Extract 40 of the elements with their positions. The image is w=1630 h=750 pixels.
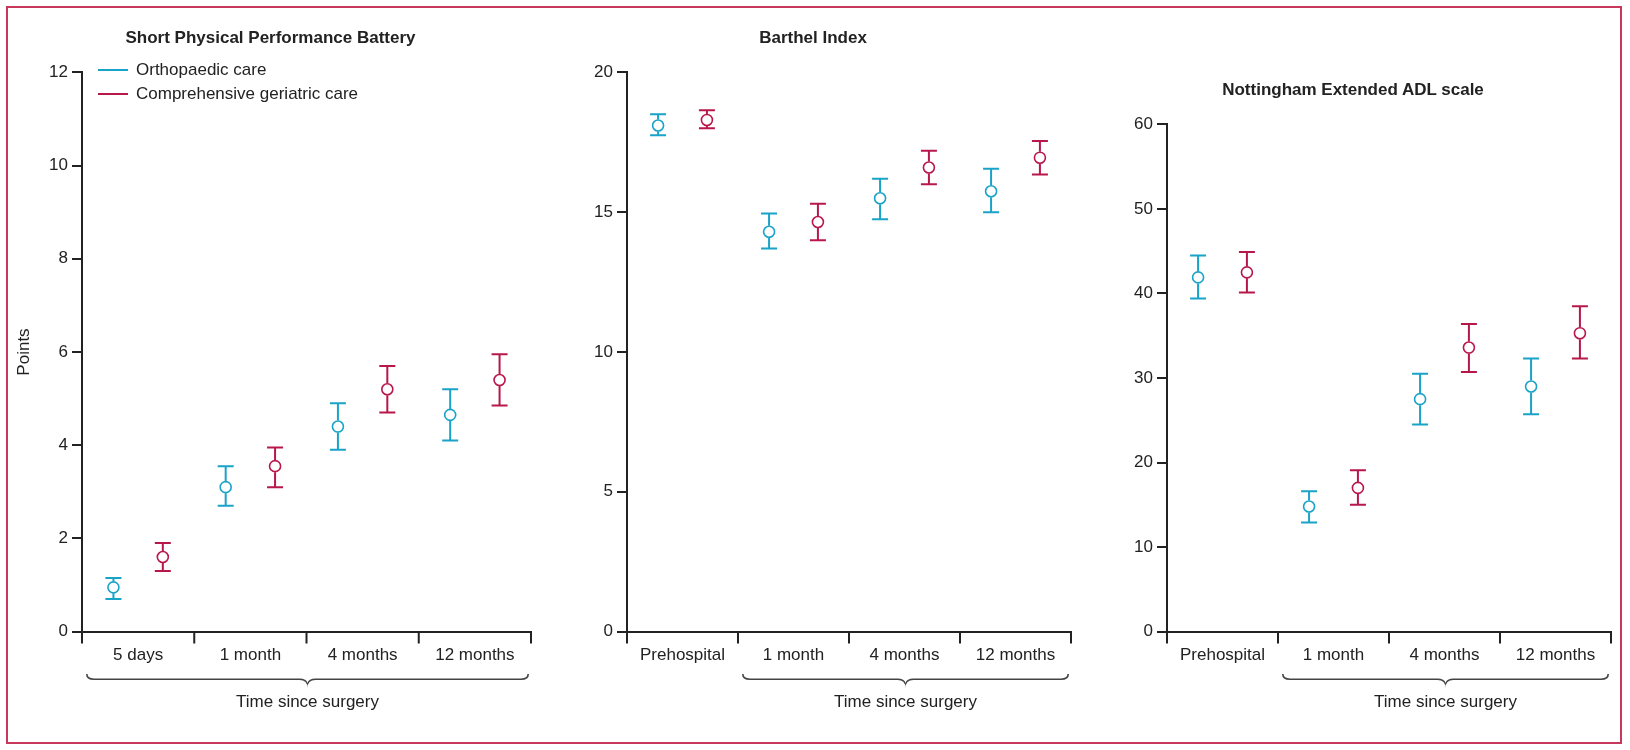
x-tick-label: 4 months	[869, 645, 940, 665]
x-tick-label: 12 months	[435, 645, 515, 665]
x-tick-label: Prehospital	[1179, 645, 1266, 665]
legend-label: Comprehensive geriatric care	[136, 84, 359, 105]
y-tick-label: 10	[49, 155, 68, 175]
x-tick-label: 4 months	[1409, 645, 1480, 665]
y-tick-label: 60	[1134, 114, 1153, 134]
x-tick-label: 12 months	[1515, 645, 1596, 665]
y-tick-label: 10	[594, 341, 613, 361]
chart-title: Short Physical Performance Battery	[125, 27, 417, 47]
legend-label: Orthopaedic care	[136, 60, 267, 81]
x-axis-title: Time since surgery	[236, 691, 379, 712]
y-tick-label: 20	[594, 62, 613, 82]
y-tick-label: 30	[1134, 367, 1153, 387]
x-tick-label: Prehospital	[639, 645, 726, 665]
x-tick-label: 4 months	[327, 645, 398, 665]
x-tick-label: 1 month	[762, 645, 825, 665]
y-tick-label: 4	[58, 434, 68, 454]
x-axis-title: Time since surgery	[1374, 691, 1517, 712]
y-tick-label: 8	[58, 248, 68, 268]
y-tick-label: 0	[603, 621, 613, 641]
x-tick-label: 12 months	[975, 645, 1056, 665]
y-tick-label: 50	[1134, 198, 1153, 218]
x-tick-label: 1 month	[1302, 645, 1365, 665]
y-tick-label: 6	[58, 341, 68, 361]
x-axis-title: Time since surgery	[834, 691, 977, 712]
y-axis-title: Points	[13, 328, 33, 376]
y-tick-label: 0	[1143, 621, 1153, 641]
y-tick-label: 15	[594, 201, 613, 221]
y-tick-label: 2	[58, 528, 68, 548]
x-tick-label: 1 month	[219, 645, 282, 665]
y-tick-label: 10	[1134, 536, 1153, 556]
y-tick-label: 5	[603, 481, 613, 501]
x-tick-label: 5 days	[113, 645, 164, 665]
chart-title: Nottingham Extended ADL scale	[1222, 79, 1484, 99]
y-tick-label: 40	[1134, 283, 1153, 303]
chart-title: Barthel Index	[759, 27, 868, 47]
y-tick-label: 12	[49, 62, 68, 82]
y-tick-label: 0	[58, 621, 68, 641]
y-tick-label: 20	[1134, 452, 1153, 472]
